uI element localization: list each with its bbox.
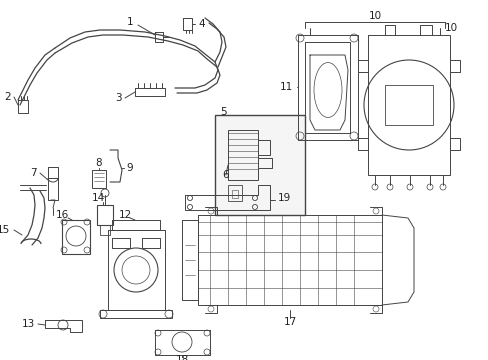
Text: 7: 7 (30, 168, 37, 178)
Text: 2: 2 (5, 92, 11, 102)
Text: 14: 14 (91, 193, 104, 203)
Text: 16: 16 (55, 210, 68, 220)
Text: 18: 18 (175, 355, 188, 360)
Text: 10: 10 (367, 11, 381, 21)
Text: 6: 6 (222, 170, 228, 180)
Bar (231, 190, 238, 198)
Text: 12: 12 (118, 210, 131, 220)
Text: 9: 9 (126, 163, 132, 173)
Bar (100, 225, 110, 235)
Bar (384, 85, 432, 125)
Text: 5: 5 (220, 107, 226, 117)
Text: 19: 19 (278, 193, 291, 203)
Bar (62, 220, 90, 254)
Text: 1: 1 (126, 17, 133, 27)
Text: 3: 3 (115, 93, 121, 103)
Bar (227, 185, 242, 201)
Bar (92, 170, 106, 188)
Text: 4: 4 (198, 19, 204, 29)
Bar (227, 130, 258, 180)
Text: 10: 10 (444, 23, 457, 33)
Bar (215, 115, 305, 215)
Text: 13: 13 (21, 319, 35, 329)
Text: 15: 15 (0, 225, 10, 235)
Text: 11: 11 (279, 82, 292, 92)
Bar (97, 205, 113, 225)
Text: 17: 17 (283, 317, 296, 327)
Text: 8: 8 (96, 158, 102, 168)
